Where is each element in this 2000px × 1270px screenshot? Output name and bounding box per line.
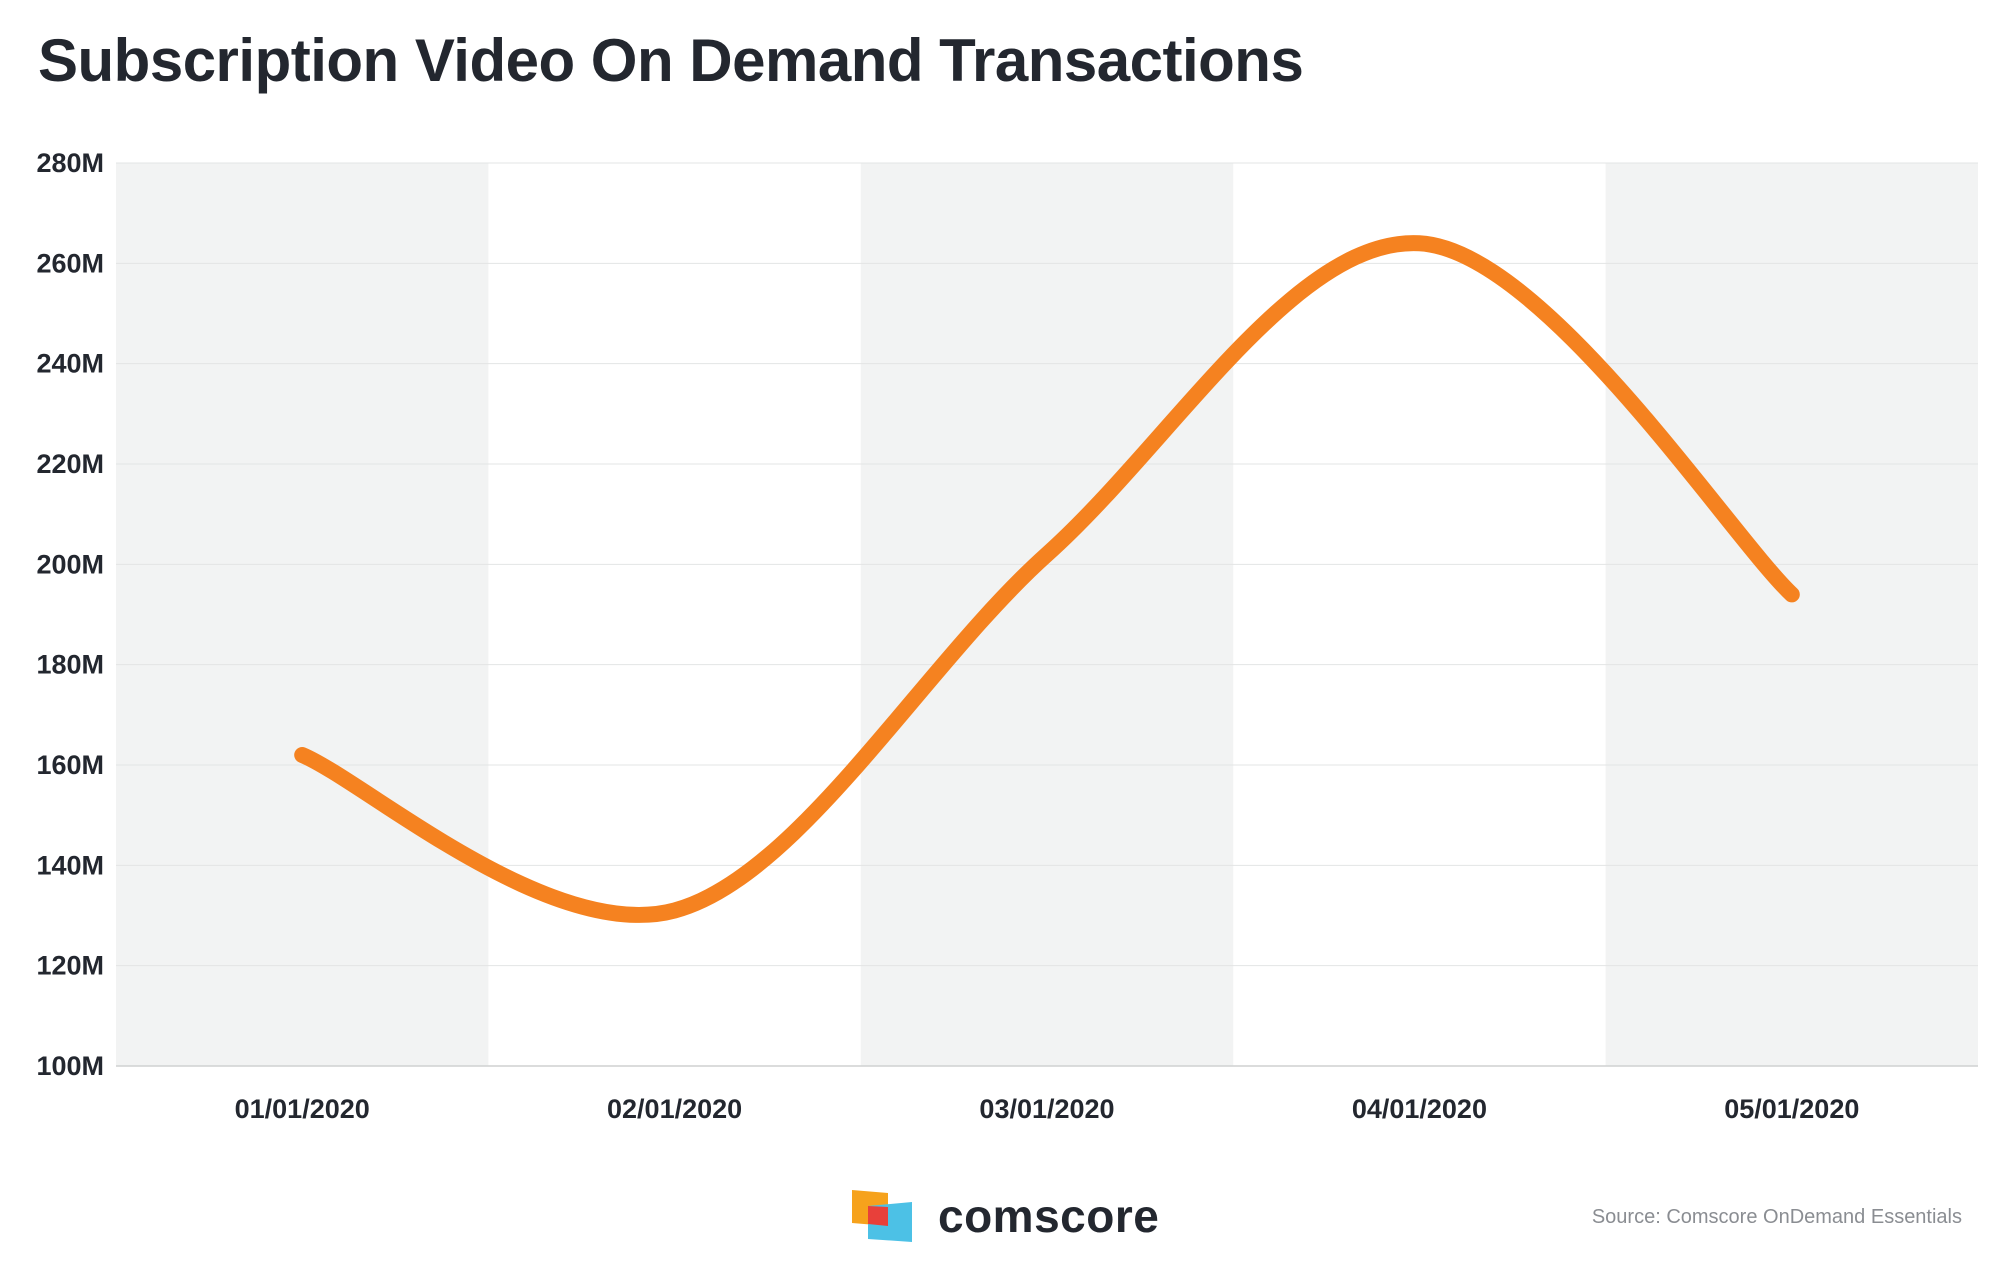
y-tick-label: 160M (36, 750, 104, 780)
chart-background-bands (116, 163, 1978, 1066)
chart-title: Subscription Video On Demand Transaction… (38, 27, 1304, 94)
y-tick-label: 120M (36, 951, 104, 981)
background-band (116, 163, 489, 1066)
x-tick-label: 04/01/2020 (1352, 1094, 1487, 1124)
series-group (294, 235, 1800, 923)
background-band (1605, 163, 1978, 1066)
y-axis-tick-labels: 100M 120M 140M 160M 180M 200M 220M 240M 260M 280M (36, 148, 104, 1081)
source-note: Source: Comscore OnDemand Essentials (1591, 1206, 1962, 1228)
comscore-logo[interactable]: comscore (850, 1188, 1170, 1248)
comscore-logo-text: comscore (938, 1190, 1160, 1242)
chart-gridlines (116, 162, 1978, 1067)
x-tick-label: 05/01/2020 (1724, 1094, 1859, 1124)
y-tick-label: 260M (36, 248, 104, 278)
y-tick-label: 280M (36, 148, 104, 178)
x-axis-tick-labels: 01/01/2020 02/01/2020 03/01/2020 04/01/2020… (235, 1094, 1860, 1124)
y-tick-label: 180M (36, 650, 104, 680)
y-tick-label: 100M (36, 1051, 104, 1081)
y-tick-label: 200M (36, 549, 104, 579)
x-tick-label: 02/01/2020 (607, 1094, 742, 1124)
y-tick-label: 220M (36, 449, 104, 479)
y-tick-label: 240M (36, 349, 104, 379)
comscore-logo-icon (852, 1190, 912, 1242)
series-line (294, 235, 1800, 923)
x-tick-label: 03/01/2020 (979, 1094, 1114, 1124)
x-tick-label: 01/01/2020 (235, 1094, 370, 1124)
y-tick-label: 140M (36, 850, 104, 880)
background-band (860, 163, 1234, 1066)
